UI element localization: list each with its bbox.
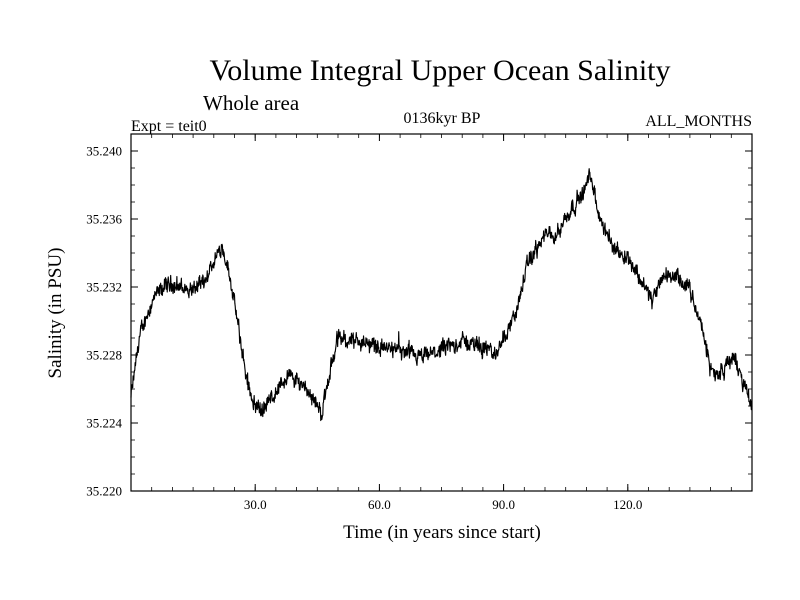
y-tick-label: 35.224 [86,416,122,431]
months-label: ALL_MONTHS [645,113,752,130]
expt-label: Expt = teit0 [131,118,207,135]
chart-title: Volume Integral Upper Ocean Salinity [210,54,671,87]
plot-frame [130,133,753,492]
y-axis-label: Salinity (in PSU) [45,248,66,379]
plot-area [130,168,753,422]
y-tick-label: 35.236 [86,212,122,227]
y-tick-label: 35.232 [86,280,122,295]
x-tick-label: 120.0 [613,497,642,512]
axis-ticks: 35.220 35.224 35.228 35.232 35.236 35.240 30.0… [86,133,753,512]
y-tick-label: 35.220 [86,484,122,499]
chart-subtitle: Whole area [203,91,300,115]
x-axis-label: Time (in years since start) [343,522,541,543]
x-tick-label: 60.0 [368,497,391,512]
y-tick-label: 35.240 [86,144,122,159]
y-tick-label: 35.228 [86,348,122,363]
x-tick-label: 90.0 [492,497,515,512]
period-label: 0136kyr BP [404,110,481,127]
salinity-series-line [130,168,753,422]
x-tick-label: 30.0 [244,497,267,512]
